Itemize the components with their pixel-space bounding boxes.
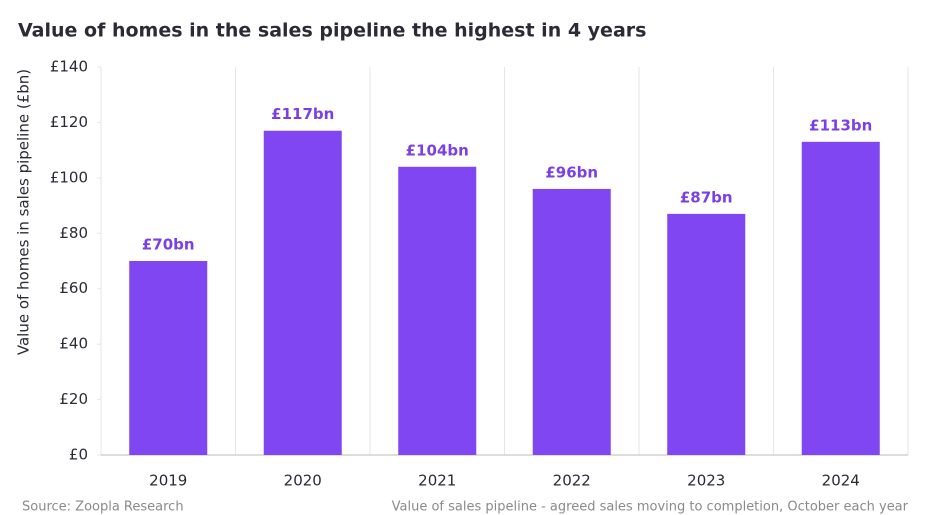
bar bbox=[129, 261, 208, 455]
x-tick-label: 2023 bbox=[687, 472, 725, 490]
data-label: £70bn bbox=[142, 236, 195, 254]
note: Value of sales pipeline - agreed sales m… bbox=[392, 500, 909, 515]
x-tick-label: 2022 bbox=[553, 472, 591, 490]
y-axis-label: Value of homes in sales pipeline (£bn) bbox=[15, 69, 33, 355]
y-tick-label: £100 bbox=[50, 168, 88, 186]
data-label: £96bn bbox=[545, 163, 598, 181]
source: Source: Zoopla Research bbox=[22, 500, 184, 515]
bar bbox=[667, 213, 746, 455]
data-label: £104bn bbox=[406, 141, 469, 159]
y-tick-label: £140 bbox=[50, 58, 88, 76]
y-tick-label: £80 bbox=[59, 224, 88, 242]
bar bbox=[263, 130, 342, 455]
y-tick-label: £0 bbox=[69, 446, 88, 464]
y-tick-label: £40 bbox=[59, 335, 88, 353]
data-label: £117bn bbox=[271, 105, 334, 123]
x-tick-label: 2020 bbox=[284, 472, 322, 490]
x-tick-label: 2021 bbox=[418, 472, 456, 490]
chart-title: Value of homes in the sales pipeline the… bbox=[18, 20, 646, 42]
bar bbox=[398, 166, 477, 455]
x-tick-label: 2019 bbox=[149, 472, 187, 490]
bar bbox=[801, 141, 880, 456]
x-tick-label: 2024 bbox=[822, 472, 860, 490]
data-label: £113bn bbox=[809, 116, 872, 134]
bar bbox=[532, 188, 611, 455]
y-tick-label: £60 bbox=[59, 279, 88, 297]
y-tick-label: £20 bbox=[59, 390, 88, 408]
data-label: £87bn bbox=[680, 188, 733, 206]
y-tick-label: £120 bbox=[50, 113, 88, 131]
